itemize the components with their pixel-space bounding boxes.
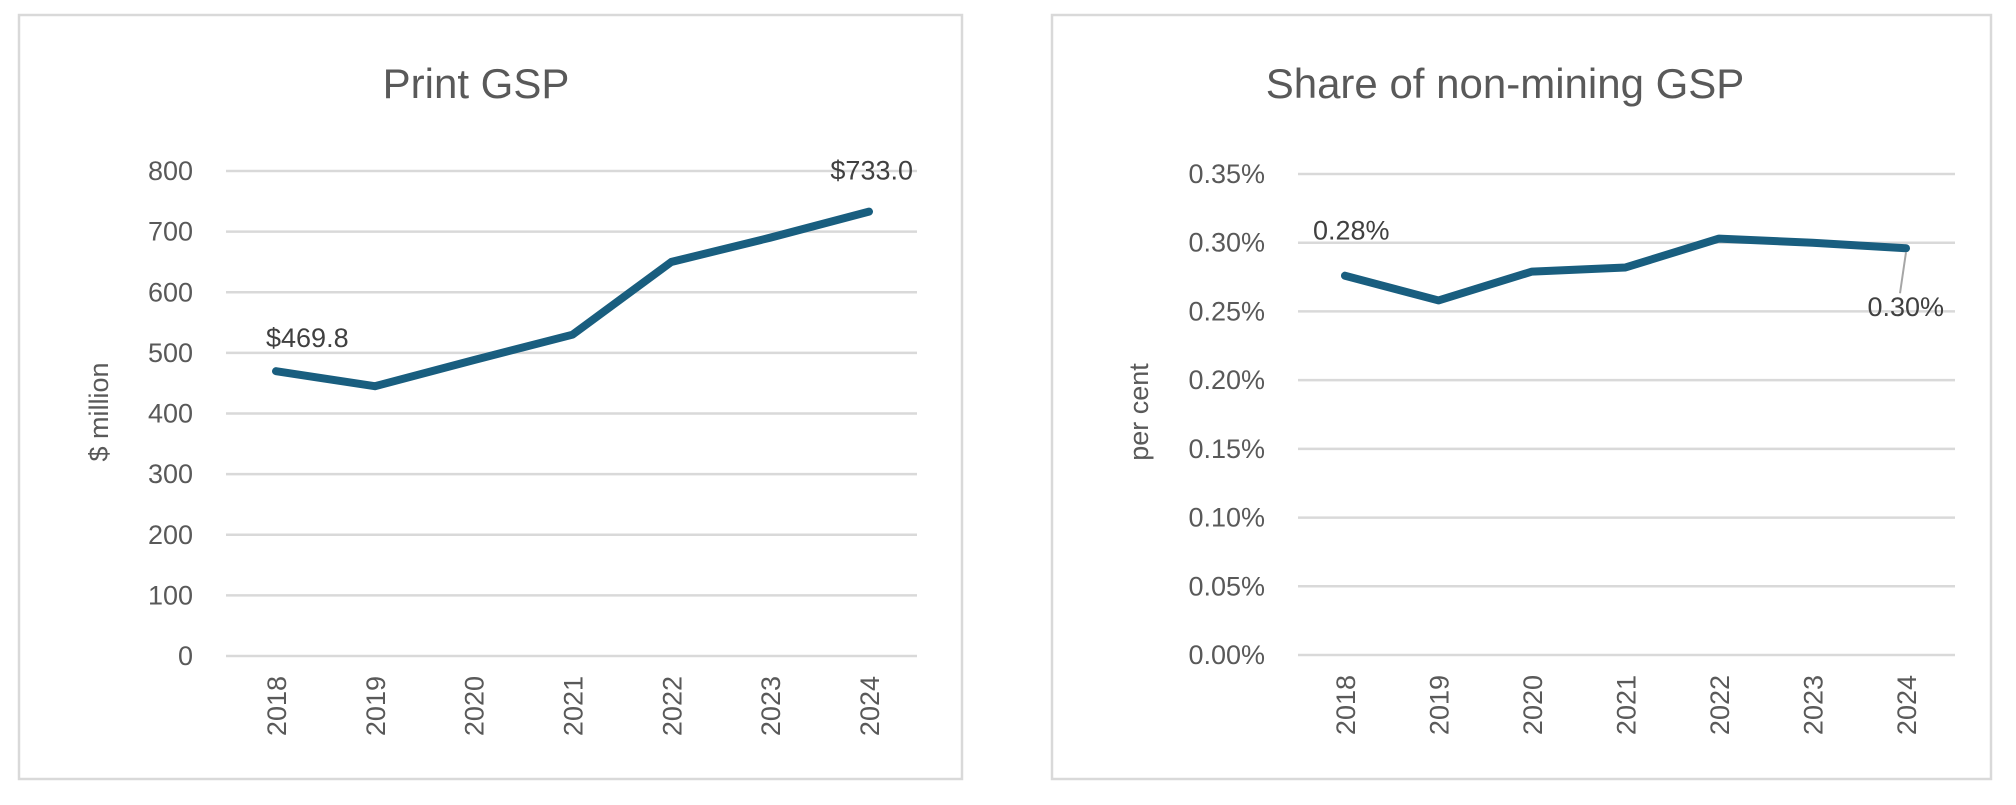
data-point xyxy=(1905,247,1907,249)
data-point xyxy=(572,334,573,336)
x-tick-label: 2024 xyxy=(855,676,885,736)
x-tick-label: 2021 xyxy=(1612,675,1642,735)
chart-title: Share of non-mining GSP xyxy=(1266,60,1745,107)
data-point xyxy=(769,237,771,239)
y-tick-label: 0 xyxy=(178,641,193,671)
y-tick-label: 0.25% xyxy=(1188,296,1265,326)
data-label: 0.30% xyxy=(1867,292,1944,322)
y-axis-label: $ million xyxy=(84,362,114,461)
x-tick-label: 2023 xyxy=(1799,675,1829,735)
data-label: $733.0 xyxy=(830,156,913,186)
chart-2: Share of non-mining GSP 0.00% 0.05% 0.10% 0.… xyxy=(1050,13,1993,781)
y-tick-label: 0.30% xyxy=(1188,228,1265,258)
x-tick-label: 2018 xyxy=(262,676,292,736)
y-tick-label: 200 xyxy=(148,520,193,550)
data-point xyxy=(275,370,277,372)
data-point xyxy=(1625,266,1626,268)
y-tick-label: 0.05% xyxy=(1188,571,1265,601)
x-tick-label: 2020 xyxy=(460,676,490,736)
x-tick-label: 2024 xyxy=(1892,675,1922,735)
y-tick-label: 800 xyxy=(148,156,193,186)
data-point xyxy=(1812,242,1813,244)
x-tick-label: 2018 xyxy=(1331,675,1361,735)
y-tick-label: 0.10% xyxy=(1188,503,1265,533)
y-tick-label: 0.00% xyxy=(1188,640,1265,670)
y-tick-label: 100 xyxy=(148,580,193,610)
chart-title: Print GSP xyxy=(383,60,570,107)
x-tick-label: 2022 xyxy=(1705,675,1735,735)
y-tick-label: 0.15% xyxy=(1188,434,1265,464)
x-tick-label: 2021 xyxy=(559,676,589,736)
y-axis-label: per cent xyxy=(1124,363,1154,461)
data-point xyxy=(1344,275,1346,277)
y-tick-label: 300 xyxy=(148,459,193,489)
x-tick-label: 2019 xyxy=(361,676,391,736)
y-tick-label: 600 xyxy=(148,277,193,307)
data-point xyxy=(374,385,376,387)
x-tick-label: 2023 xyxy=(756,676,786,736)
data-point xyxy=(670,261,672,263)
chart-1: Print GSP 0 100 200 300 400 500 600 700 800 2018 20… xyxy=(17,13,964,781)
chart-area xyxy=(17,13,964,781)
data-point xyxy=(868,211,870,213)
label-leader-line xyxy=(1899,252,1907,294)
y-tick-label: 400 xyxy=(148,399,193,429)
data-label: 0.28% xyxy=(1313,216,1390,246)
data-point xyxy=(1438,299,1439,301)
chart-area xyxy=(1050,13,1993,781)
x-tick-label: 2019 xyxy=(1425,675,1455,735)
y-tick-label: 0.35% xyxy=(1188,159,1265,189)
y-tick-label: 700 xyxy=(148,217,193,247)
data-label: $469.8 xyxy=(266,323,349,353)
x-tick-label: 2020 xyxy=(1518,675,1548,735)
data-point xyxy=(473,359,475,361)
y-tick-label: 0.20% xyxy=(1188,365,1265,395)
data-point xyxy=(1718,238,1720,240)
data-point xyxy=(1531,271,1533,273)
y-tick-label: 500 xyxy=(148,338,193,368)
x-tick-label: 2022 xyxy=(657,676,687,736)
